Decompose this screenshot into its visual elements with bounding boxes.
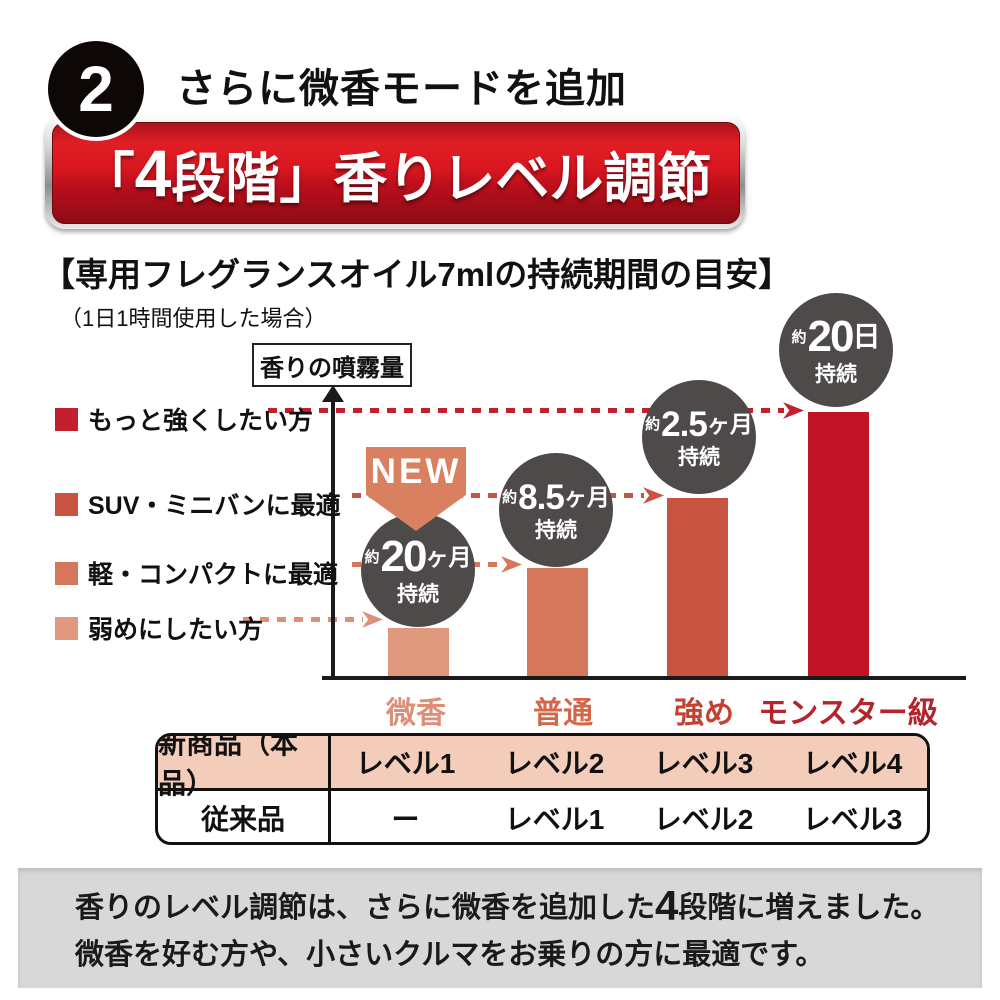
new-ribbon-badge: NEW (366, 447, 466, 531)
category-label-monster: モンスター級 (758, 697, 938, 730)
audience-label-suv: SUV・ミニバンに最適 (55, 486, 341, 522)
table-row-label: 新商品（本品） (158, 736, 331, 799)
duration-value: 2.5 (661, 404, 708, 444)
pointer-line-subtle (243, 617, 363, 622)
footer-line1-big-number: 4 (655, 882, 679, 929)
duration-bubble-strong: 約 2.5 ヶ月 持続 (642, 380, 756, 494)
table-cell: レベル4 (802, 748, 903, 779)
duration-suffix: 持続 (535, 518, 577, 542)
title-banner-inner: 「4 段階」香りレベル調節 (52, 122, 740, 224)
banner-text: 段階」香りレベル調節 (171, 148, 712, 209)
table-cell: レベル2 (653, 803, 754, 835)
pointer-line-monster (268, 408, 784, 413)
duration-suffix: 持続 (678, 445, 720, 469)
duration-suffix: 持続 (815, 363, 857, 386)
table-cell: レベル3 (802, 803, 903, 835)
duration-unit: ヶ月 (425, 543, 472, 570)
bar-subtle (388, 628, 449, 676)
bar-monster (808, 412, 869, 676)
audience-label-text: 軽・コンパクトに最適 (88, 561, 339, 589)
category-label-normal: 普通 (533, 697, 593, 730)
legend-square-icon (55, 407, 78, 431)
legend-square-icon (55, 492, 78, 516)
duration-value: 20 (807, 312, 855, 361)
footer-note-box: 香りのレベル調節は、さらに微香を追加した4段階に増えました。 微香を好む方や、小… (18, 868, 982, 988)
duration-bubble-monster: 約 20 日 持続 (779, 293, 893, 407)
table-row-label: 従来品 (158, 791, 331, 842)
duration-unit: ヶ月 (706, 410, 753, 437)
table-cell: レベル1 (504, 803, 605, 835)
duration-prefix: 約 (791, 328, 807, 346)
x-axis-line (322, 676, 966, 680)
section-subtitle: （1日1時間使用した場合） (60, 306, 327, 331)
title-banner: 「4 段階」香りレベル調節 (45, 115, 745, 229)
footer-line-2: 微香を好む方や、小さいクルマをお乗りの方に最適です。 (75, 939, 825, 971)
banner-number: 4 (134, 136, 172, 210)
category-label-strong: 強め (674, 697, 734, 730)
step-number: 2 (78, 53, 114, 125)
bar-strong (667, 498, 728, 676)
duration-suffix: 持続 (397, 583, 439, 606)
table-cell: レベル3 (653, 748, 754, 779)
duration-value: 8.5 (518, 477, 565, 517)
pointer-line-strong (352, 493, 644, 498)
duration-bubble-subtle: 約 20 ヶ月 持続 (361, 513, 475, 627)
duration-unit: ヶ月 (563, 483, 610, 510)
step-heading: さらに微香モードを追加 (176, 67, 627, 111)
duration-prefix: 約 (502, 488, 518, 506)
footer-line1-pre: 香りのレベル調節は、さらに微香を追加した (75, 892, 656, 924)
table-cell: ー (391, 803, 420, 835)
audience-label-text: 弱めにしたい方 (88, 616, 264, 644)
section-title: 【専用フレグランスオイル7mlの持続期間の目安】 (42, 256, 792, 293)
footer-line1-post: 段階に増えました。 (678, 892, 940, 924)
audience-label-text: SUV・ミニバンに最適 (88, 492, 341, 520)
duration-prefix: 約 (645, 415, 661, 433)
level-comparison-table: 新商品（本品） レベル1 レベル2 レベル3 レベル4 従来品 ー レベル1 レ… (155, 733, 930, 845)
table-row-previous-product: 従来品 ー レベル1 レベル2 レベル3 (158, 791, 927, 842)
table-row-new-product: 新商品（本品） レベル1 レベル2 レベル3 レベル4 (158, 736, 927, 799)
duration-prefix: 約 (364, 548, 380, 566)
banner-bracket-open: 「 (80, 148, 135, 209)
step-number-badge: 2 (44, 37, 148, 141)
bar-normal (527, 568, 588, 676)
category-label-subtle: 微香 (386, 697, 446, 730)
pointer-arrow-icon-monster (783, 402, 804, 419)
legend-square-icon (55, 561, 78, 585)
audience-label-stronger: もっと強くしたい方 (55, 401, 313, 437)
audience-label-compact: 軽・コンパクトに最適 (55, 555, 338, 591)
audience-label-weaker: 弱めにしたい方 (55, 610, 263, 646)
audience-label-text: もっと強くしたい方 (88, 407, 314, 435)
pointer-arrow-icon-normal (501, 556, 522, 573)
table-cell: レベル2 (504, 748, 605, 779)
new-badge-text: NEW (370, 452, 462, 491)
footer-line-1: 香りのレベル調節は、さらに微香を追加した4段階に増えました。 (75, 885, 982, 932)
legend-square-icon (55, 616, 78, 640)
pointer-arrow-icon-strong (643, 487, 664, 504)
duration-bubble-normal: 約 8.5 ヶ月 持続 (499, 453, 613, 567)
y-axis-label-box: 香りの噴霧量 (252, 343, 412, 387)
table-cell: レベル1 (355, 748, 456, 779)
y-axis-line (331, 399, 335, 678)
duration-value: 20 (380, 532, 428, 581)
duration-unit: 日 (852, 321, 881, 352)
